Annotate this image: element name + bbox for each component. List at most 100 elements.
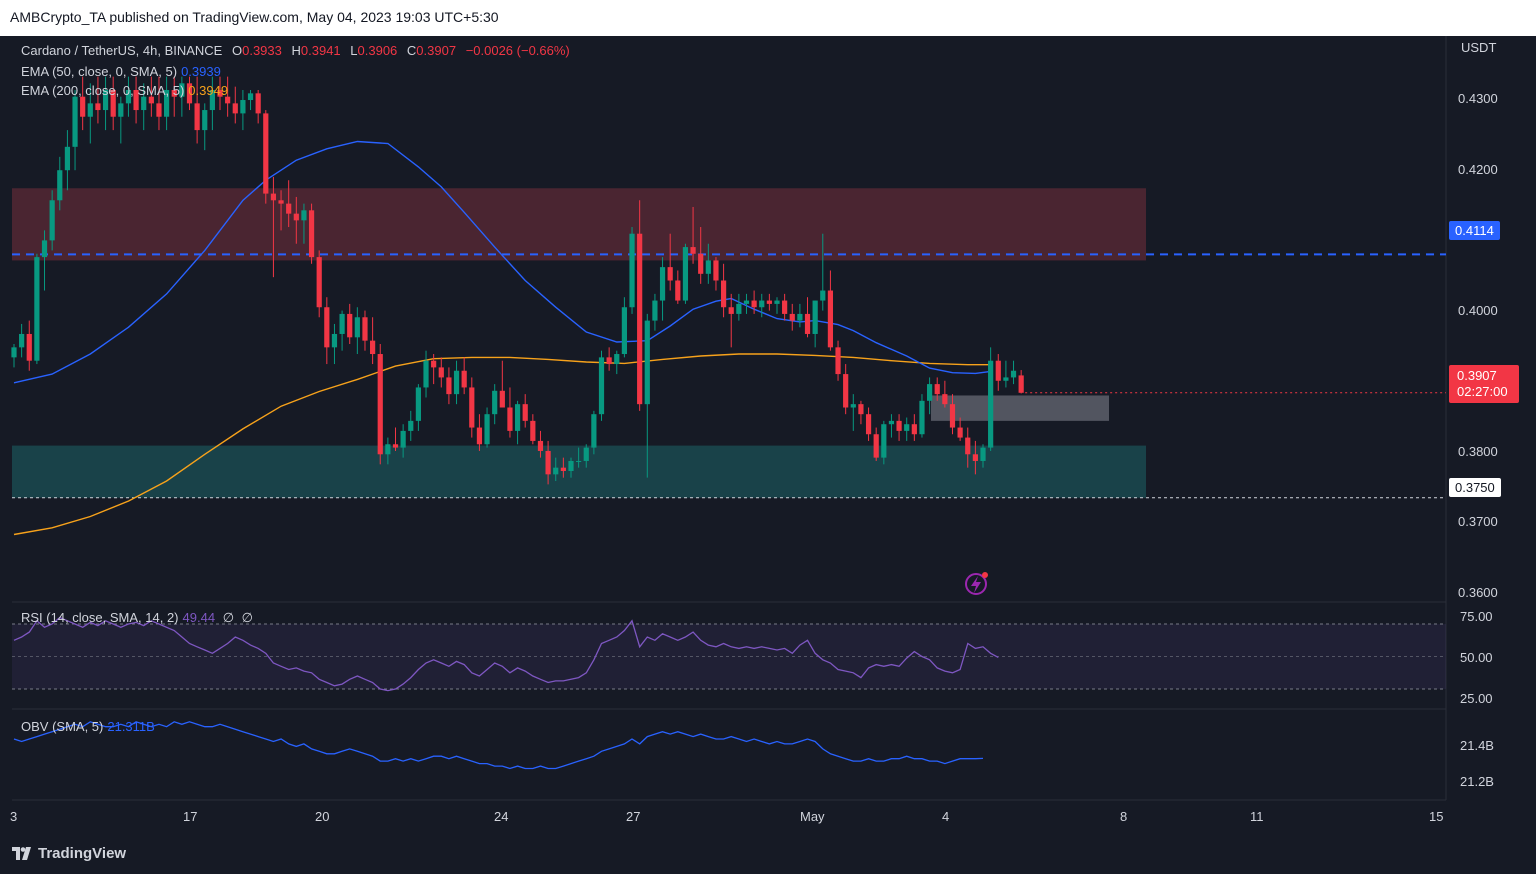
- time-tick: 27: [626, 809, 641, 824]
- candle-body: [591, 414, 597, 448]
- candle-body: [171, 90, 177, 97]
- candle-body: [652, 300, 658, 321]
- ema200-label: EMA (200, close, 0, SMA, 5): [21, 83, 185, 98]
- candle-body: [57, 170, 63, 201]
- tradingview-brand[interactable]: TradingView: [12, 845, 126, 862]
- candle-body: [514, 404, 521, 431]
- rsi-legend[interactable]: RSI (14, close, SMA, 14, 2) 49.44 ∅ ∅: [21, 610, 253, 626]
- time-tick: 11: [1250, 809, 1264, 824]
- candle-body: [873, 434, 879, 458]
- symbol-legend: Cardano / TetherUS, 4h, BINANCE O0.3933 …: [21, 43, 570, 58]
- candle-body: [789, 313, 795, 321]
- candle-body: [904, 424, 910, 431]
- candle-body: [49, 200, 55, 241]
- candle-body: [492, 390, 498, 415]
- ema200-legend[interactable]: EMA (200, close, 0, SMA, 5) 0.3949: [21, 83, 228, 98]
- obv-label: OBV (SMA, 5): [21, 719, 104, 734]
- obv-tick: 21.4B: [1460, 738, 1494, 753]
- candle-body: [736, 303, 742, 314]
- high-label: H: [291, 43, 301, 58]
- candle-body: [659, 267, 666, 301]
- rsi-value: 49.44: [182, 610, 216, 625]
- candle-body: [347, 313, 353, 338]
- current-price-tag: 0.3907 02:27:00: [1449, 365, 1519, 403]
- chart-canvas[interactable]: [0, 36, 1536, 836]
- candle-body: [919, 400, 925, 435]
- rsi-tick: 25.00: [1460, 691, 1493, 706]
- candle-body: [324, 307, 330, 348]
- candle-body: [11, 347, 17, 358]
- candle-body: [225, 96, 231, 104]
- candle-body: [270, 193, 277, 201]
- candle-body: [301, 210, 307, 221]
- candle-body: [308, 210, 315, 258]
- candle-body: [408, 420, 414, 431]
- candle-body: [316, 257, 322, 308]
- obv-legend[interactable]: OBV (SMA, 5) 21.311B: [21, 719, 155, 734]
- price-tick: 0.4200: [1458, 162, 1498, 177]
- candle-body: [614, 354, 620, 365]
- candle-body: [87, 103, 93, 117]
- candle-body: [110, 90, 116, 117]
- candle-body: [537, 440, 544, 451]
- candle-body: [286, 203, 292, 214]
- candle-body: [1003, 377, 1009, 381]
- change-value: −0.0026 (−0.66%): [465, 43, 570, 58]
- notification-dot-icon: [982, 572, 988, 578]
- candle-body: [743, 300, 750, 304]
- low-label: L: [350, 43, 358, 58]
- ema50-legend[interactable]: EMA (50, close, 0, SMA, 5) 0.3939: [21, 64, 221, 79]
- candle-body: [827, 290, 834, 348]
- candle-body: [186, 83, 193, 104]
- price-tick: 0.3700: [1458, 514, 1498, 529]
- brand-name: TradingView: [38, 845, 127, 862]
- candle-body: [530, 420, 536, 441]
- candle-body: [133, 90, 139, 111]
- candle-body: [705, 260, 711, 274]
- candle-body: [553, 467, 559, 475]
- candle-body: [453, 370, 460, 395]
- candle-body: [858, 404, 864, 415]
- candle-body: [431, 360, 437, 368]
- time-tick: 3: [10, 809, 18, 824]
- candle-body: [957, 427, 963, 438]
- symbol-title[interactable]: Cardano / TetherUS, 4h, BINANCE: [21, 43, 223, 58]
- candle-body: [1018, 375, 1024, 393]
- time-tick: May: [800, 809, 825, 824]
- rsi-extra-1: ∅: [222, 610, 235, 625]
- candle-body: [598, 357, 605, 415]
- rsi-label: RSI (14, close, SMA, 14, 2): [21, 610, 179, 625]
- candle-body: [621, 307, 627, 355]
- candle-body: [629, 233, 635, 308]
- candle-body: [461, 370, 467, 388]
- ema50-line: [13, 140, 991, 384]
- candle-body: [682, 247, 689, 301]
- footer-bar: [0, 836, 1536, 874]
- candle-body: [881, 424, 887, 458]
- candle-body: [34, 257, 40, 361]
- candle-body: [637, 233, 643, 405]
- candle-body: [820, 290, 826, 301]
- candle-body: [232, 103, 238, 114]
- candle-body: [263, 113, 269, 194]
- candle-body: [835, 347, 841, 375]
- rsi-tick: 50.00: [1460, 650, 1493, 665]
- candle-body: [850, 404, 856, 408]
- candle-body: [156, 103, 162, 117]
- rsi-line: [13, 616, 999, 692]
- candle-body: [782, 300, 788, 314]
- tradingview-logo-icon: [12, 846, 31, 860]
- candle-body: [949, 404, 956, 428]
- candle-body: [583, 447, 589, 461]
- candle-body: [331, 333, 338, 348]
- candle-body: [141, 96, 147, 111]
- candle-body: [812, 300, 818, 334]
- candle-body: [80, 96, 86, 117]
- candle-body: [194, 103, 200, 131]
- candle-body: [400, 430, 406, 448]
- rsi-tick: 75.00: [1460, 609, 1493, 624]
- candle-body: [576, 460, 582, 462]
- rsi-extra-2: ∅: [241, 610, 253, 625]
- candle-body: [247, 93, 254, 101]
- candle-body: [125, 90, 132, 104]
